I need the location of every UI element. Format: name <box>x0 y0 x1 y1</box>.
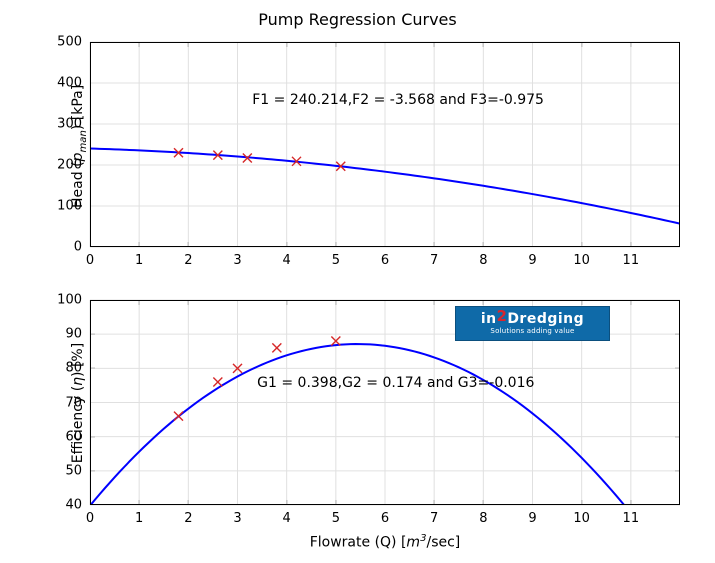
logo-in2dredging: in2DredgingSolutions adding value <box>455 306 610 341</box>
xtick-label: 1 <box>135 511 143 526</box>
ylabel-efficiency: Efficiency (η) [%] <box>70 342 86 462</box>
plot-svg-head <box>90 42 680 247</box>
xtick-label: 8 <box>479 253 487 268</box>
ytick-label: 50 <box>32 463 82 478</box>
xtick-label: 3 <box>233 511 241 526</box>
xtick-label: 7 <box>430 511 438 526</box>
xtick-label: 7 <box>430 253 438 268</box>
xtick-label: 5 <box>332 511 340 526</box>
xtick-label: 2 <box>184 511 192 526</box>
plot-panel-efficiency: G1 = 0.398,G2 = 0.174 and G3=-0.016 in2Dr… <box>90 300 680 505</box>
xtick-label: 9 <box>528 511 536 526</box>
xtick-label: 6 <box>381 511 389 526</box>
xtick-label: 10 <box>573 511 590 526</box>
ytick-label: 40 <box>32 498 82 513</box>
logo-bottom-line: Solutions adding value <box>490 327 574 336</box>
chart-title: Pump Regression Curves <box>0 10 715 29</box>
xtick-label: 5 <box>332 253 340 268</box>
xtick-label: 10 <box>573 253 590 268</box>
efficiency-marker <box>272 343 281 352</box>
ytick-label: 90 <box>32 327 82 342</box>
ytick-label: 500 <box>32 35 82 50</box>
xtick-label: 1 <box>135 253 143 268</box>
xtick-label: 8 <box>479 511 487 526</box>
plot-panel-head: F1 = 240.214,F2 = -3.568 and F3=-0.975 <box>90 42 680 247</box>
xtick-label: 0 <box>86 253 94 268</box>
head-annotation: F1 = 240.214,F2 = -3.568 and F3=-0.975 <box>252 92 544 108</box>
xtick-label: 4 <box>283 511 291 526</box>
ylabel-head: Head (pman) [kPa] <box>70 84 89 207</box>
efficiency-marker <box>174 412 183 421</box>
xlabel: Flowrate (Q) [m3/sec] <box>310 533 461 551</box>
logo-top-line: in2Dredging <box>481 312 584 327</box>
ytick-label: 100 <box>32 293 82 308</box>
ytick-label: 0 <box>32 240 82 255</box>
efficiency-annotation: G1 = 0.398,G2 = 0.174 and G3=-0.016 <box>257 375 534 391</box>
xtick-label: 6 <box>381 253 389 268</box>
xtick-label: 11 <box>623 253 640 268</box>
xtick-label: 11 <box>623 511 640 526</box>
xtick-label: 2 <box>184 253 192 268</box>
xtick-label: 4 <box>283 253 291 268</box>
xtick-label: 0 <box>86 511 94 526</box>
xtick-label: 9 <box>528 253 536 268</box>
efficiency-marker <box>213 378 222 387</box>
xtick-label: 3 <box>233 253 241 268</box>
